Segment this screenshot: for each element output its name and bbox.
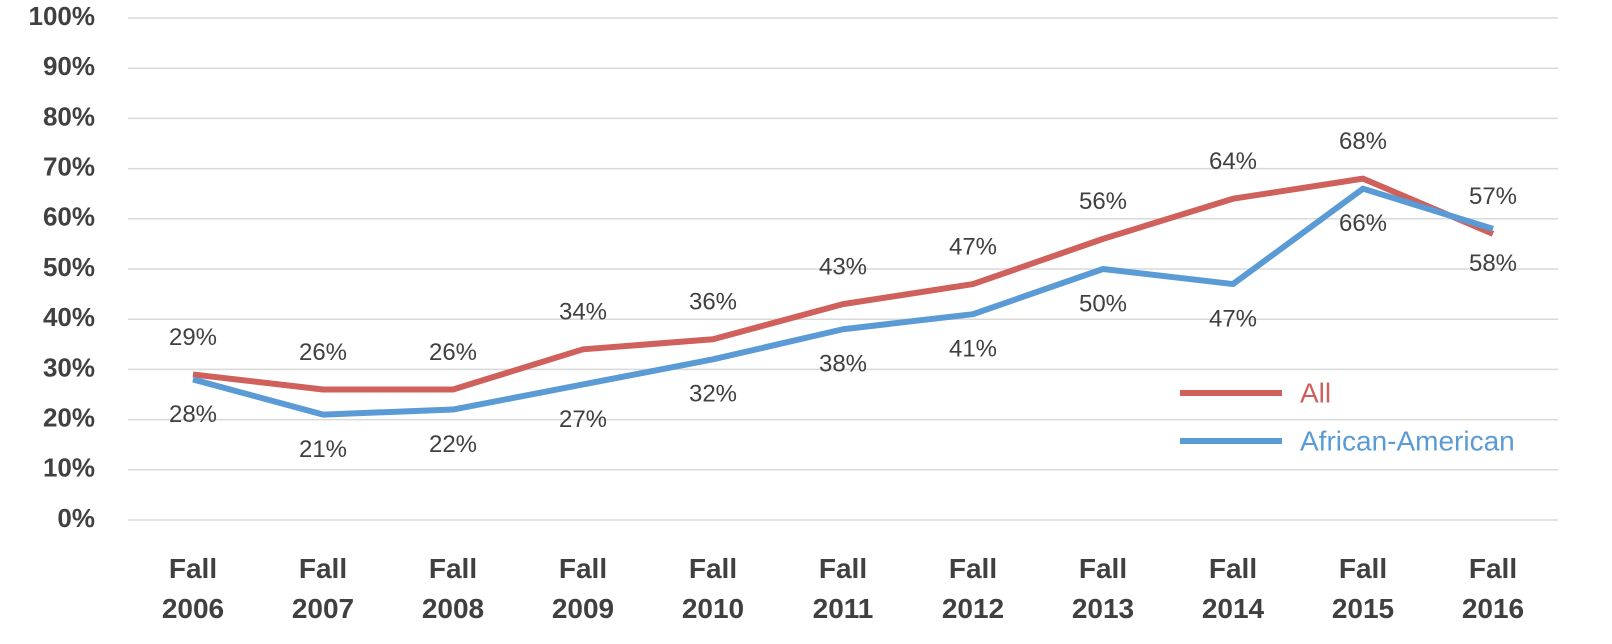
data-label: 58%: [1469, 250, 1517, 277]
y-tick-label: 100%: [29, 1, 96, 31]
data-label: 66%: [1339, 210, 1387, 237]
data-label: 26%: [429, 339, 477, 366]
y-tick-label: 30%: [43, 352, 95, 382]
x-tick-label: Fall 2009: [551, 553, 615, 624]
legend-label: All: [1300, 377, 1331, 408]
data-label: 64%: [1209, 148, 1257, 175]
x-tick-label: Fall 2014: [1201, 553, 1265, 624]
data-label: 22%: [429, 431, 477, 458]
x-tick-label: Fall 2012: [941, 553, 1005, 624]
series-line: [192, 175, 1495, 393]
y-tick-label: 60%: [43, 202, 95, 232]
y-tick-label: 50%: [43, 252, 95, 282]
y-tick-label: 90%: [43, 51, 95, 81]
y-tick-label: 80%: [43, 101, 95, 131]
data-label: 57%: [1469, 183, 1517, 210]
data-label: 26%: [299, 339, 347, 366]
y-tick-label: 70%: [43, 151, 95, 181]
data-label: 47%: [949, 233, 997, 260]
data-label: 32%: [689, 381, 737, 408]
data-label: 50%: [1079, 290, 1127, 317]
x-tick-label: Fall 2007: [291, 553, 355, 624]
x-tick-label: Fall 2006: [161, 553, 225, 624]
y-tick-label: 40%: [43, 302, 95, 332]
x-tick-label: Fall 2008: [421, 553, 485, 624]
data-label: 43%: [819, 253, 867, 280]
data-label: 36%: [689, 289, 737, 316]
data-label: 47%: [1209, 305, 1257, 332]
y-tick-label: 10%: [43, 453, 95, 483]
data-label: 27%: [559, 406, 607, 433]
data-label: 29%: [169, 324, 217, 351]
x-tick-label: Fall 2015: [1331, 553, 1395, 624]
data-label: 68%: [1339, 128, 1387, 155]
y-tick-label: 0%: [57, 503, 95, 533]
x-tick-label: Fall 2013: [1071, 553, 1135, 624]
data-label: 28%: [169, 401, 217, 428]
x-tick-label: Fall 2011: [812, 553, 874, 624]
data-label: 38%: [819, 351, 867, 378]
data-label: 56%: [1079, 188, 1127, 215]
legend-label: African-American: [1300, 425, 1515, 456]
y-tick-label: 20%: [43, 402, 95, 432]
series-line: [192, 185, 1494, 418]
x-tick-label: Fall 2010: [681, 553, 745, 624]
data-label: 34%: [559, 299, 607, 326]
data-label: 41%: [949, 336, 997, 363]
data-label: 21%: [299, 436, 347, 463]
x-tick-label: Fall 2016: [1461, 553, 1525, 624]
